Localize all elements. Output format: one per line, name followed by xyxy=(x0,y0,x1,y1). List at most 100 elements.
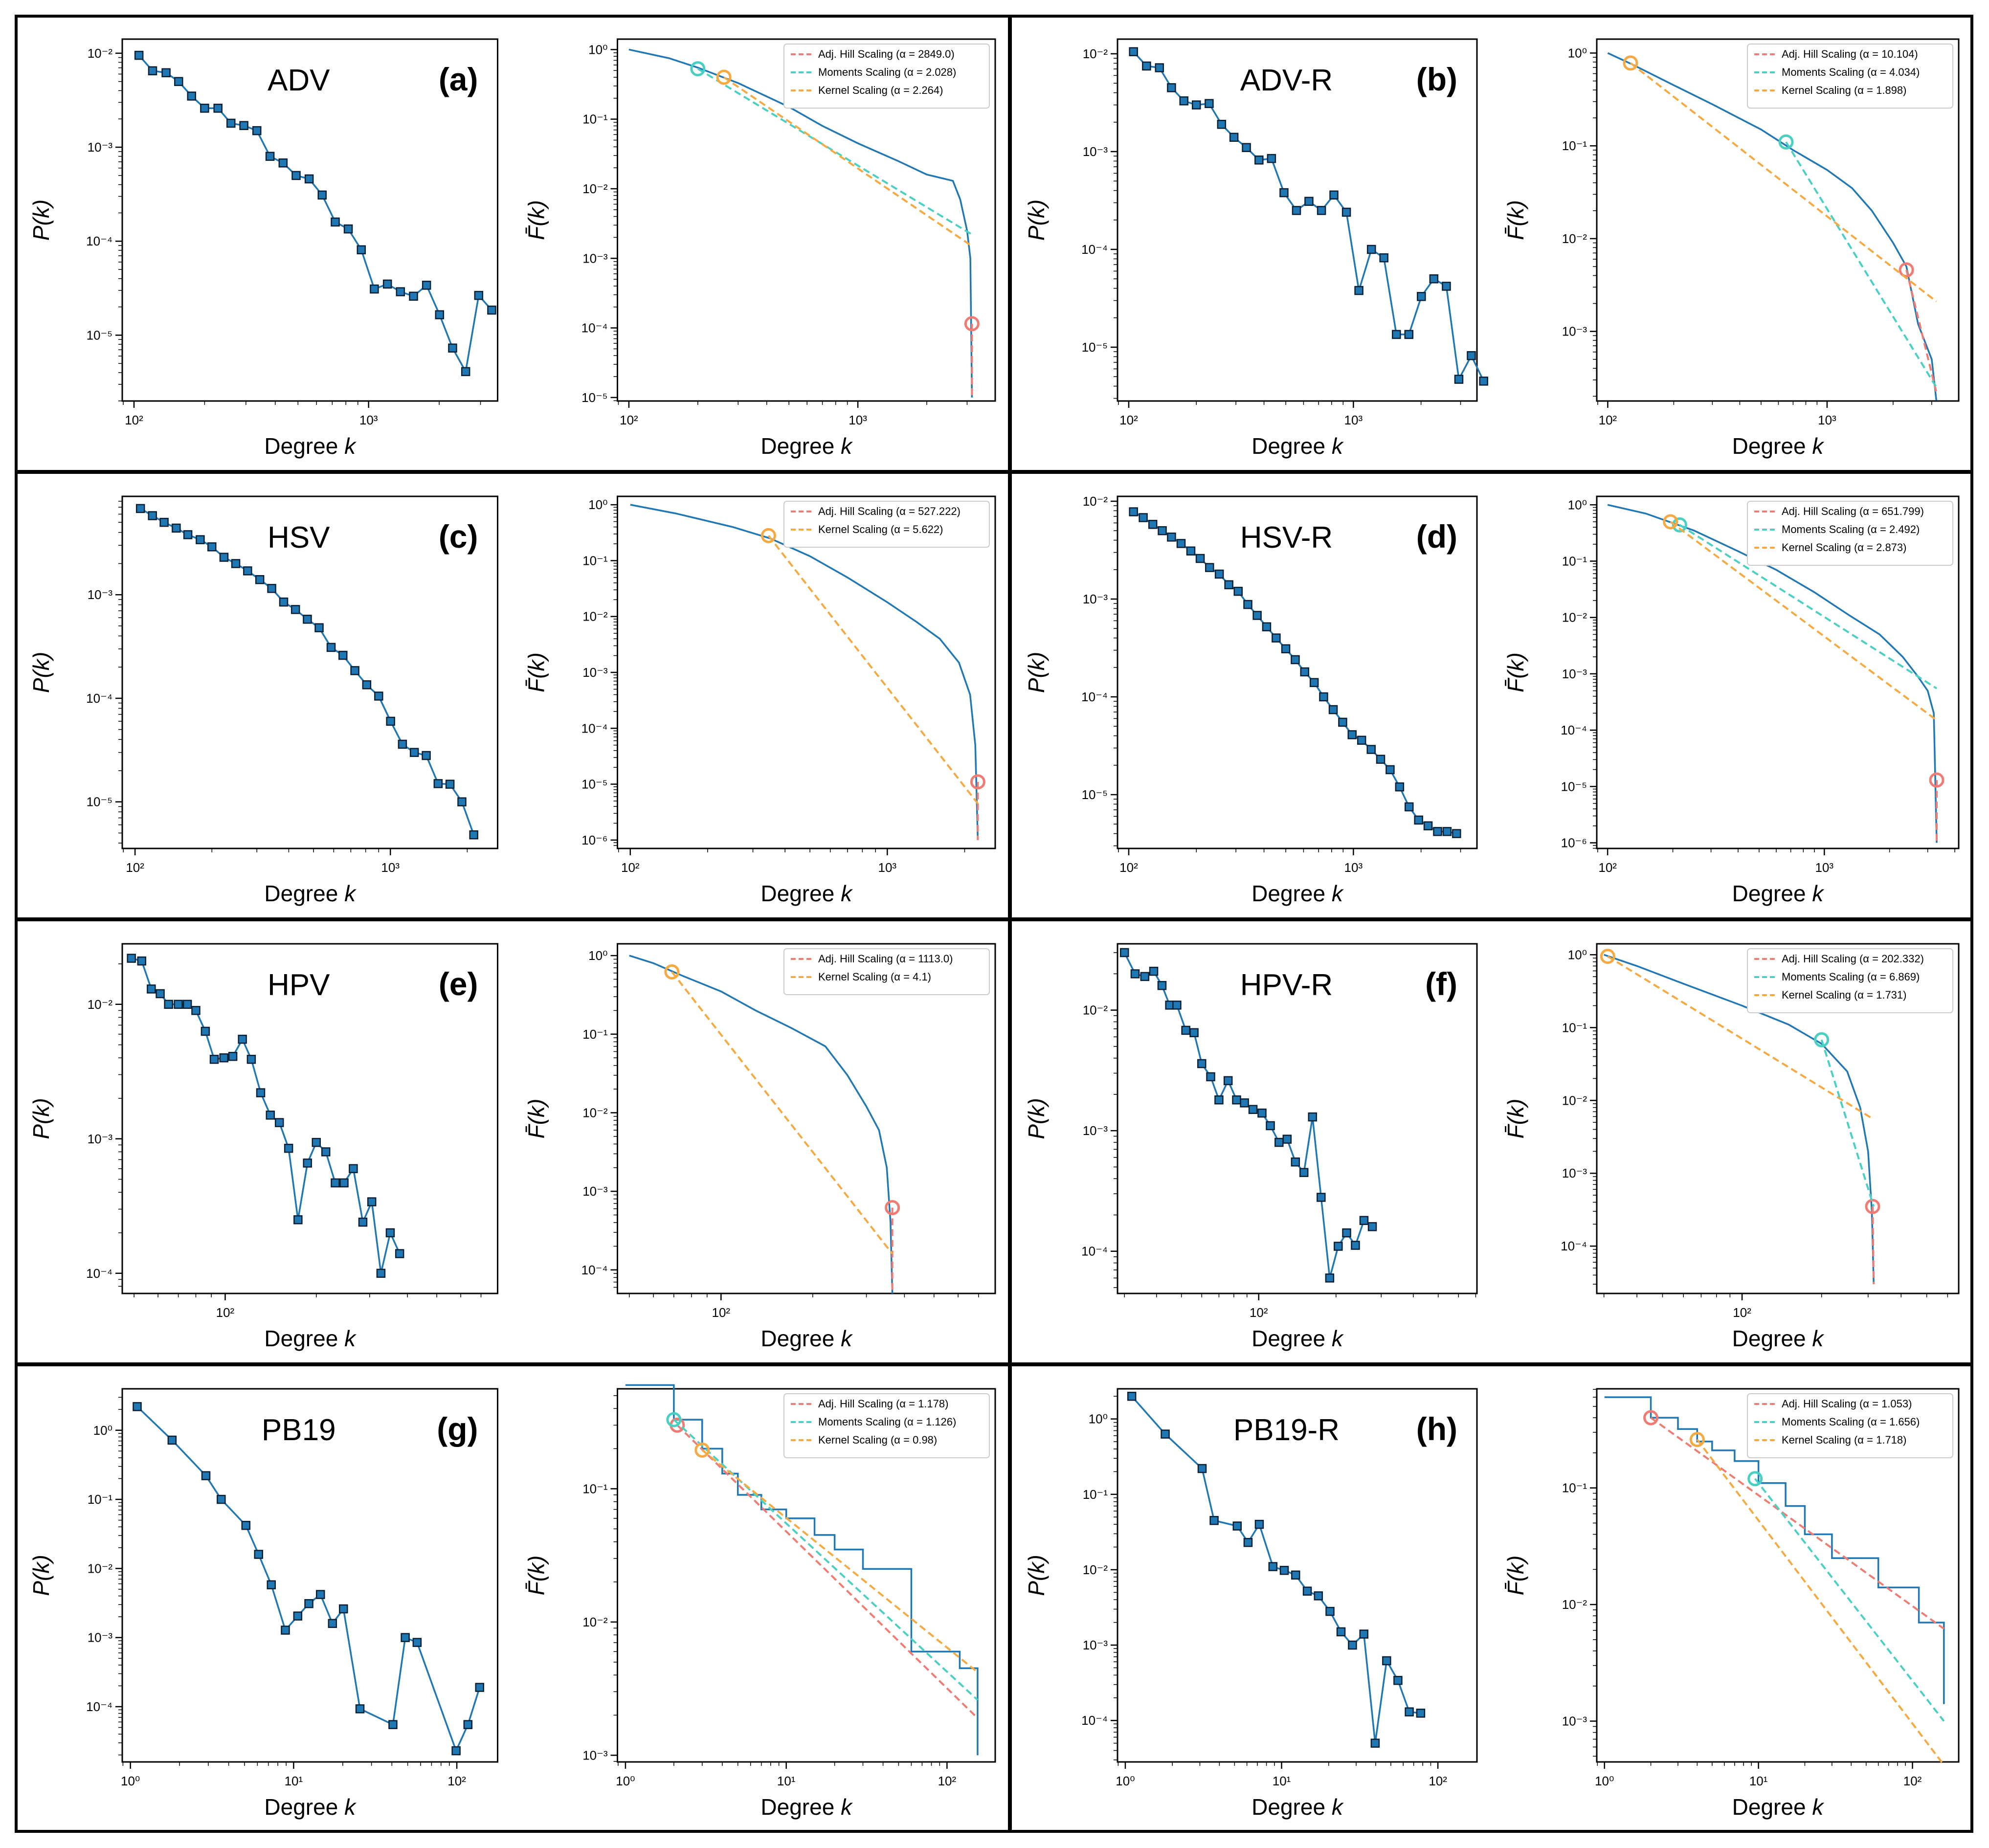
column-divider xyxy=(1008,15,1012,1833)
pk-data-point xyxy=(339,1604,348,1614)
figure-frame xyxy=(15,15,1973,1833)
pk-data-point xyxy=(433,779,443,788)
pk-data-point xyxy=(1127,1392,1137,1401)
pk-data-point xyxy=(1317,206,1326,215)
pk-data-point xyxy=(451,1746,461,1756)
legend-entry-hill: Adj. Hill Scaling (α = 1.053) xyxy=(1782,1398,1912,1410)
pk-data-point xyxy=(148,511,157,520)
x-tick-label: 10² xyxy=(1429,1774,1447,1788)
y-tick-label: 10⁻⁵ xyxy=(87,795,112,809)
x-axis-label: Degree k xyxy=(1252,881,1344,906)
pk-data-point xyxy=(274,1118,284,1127)
pk-data-point xyxy=(1233,586,1243,596)
row-divider xyxy=(15,917,1973,921)
pk-data-point xyxy=(1129,47,1138,57)
y-axis-label-pk: P(k) xyxy=(1024,652,1049,693)
y-tick-label: 10⁻² xyxy=(582,609,608,624)
pk-data-point xyxy=(1217,119,1227,129)
legend-entry-kernel: Kernel Scaling (α = 2.264) xyxy=(818,84,943,96)
y-tick-label: 10⁻⁴ xyxy=(86,691,112,706)
pk-data-point xyxy=(1179,96,1189,106)
panel-label: (g) xyxy=(437,1411,478,1447)
pk-data-point xyxy=(412,1638,422,1647)
pk-data-point xyxy=(1325,1273,1335,1283)
y-axis-label-fk: F̄(k) xyxy=(1503,652,1528,692)
pk-data-point xyxy=(1299,1168,1309,1177)
pk-data-point xyxy=(422,751,431,760)
pk-data-point xyxy=(1309,678,1319,688)
fk-ccdf-line xyxy=(1604,954,1875,1285)
pk-data-point xyxy=(457,797,467,806)
pk-data-point xyxy=(1243,1537,1253,1547)
panel-label: (e) xyxy=(439,966,478,1002)
kernel-fit-line xyxy=(1630,62,1937,303)
y-tick-label: 10⁻⁴ xyxy=(1081,1713,1108,1728)
x-tick-label: 10² xyxy=(1119,413,1138,427)
pk-data-point xyxy=(291,171,301,180)
kernel-fit-line xyxy=(1696,1439,1945,1766)
pk-data-point xyxy=(265,152,275,161)
x-tick-label: 10² xyxy=(938,1774,957,1788)
moments-fit-line xyxy=(1679,524,1938,690)
pk-data-point xyxy=(1240,1098,1249,1108)
y-axis-label-pk: P(k) xyxy=(1024,1098,1049,1139)
pk-data-point xyxy=(303,1158,312,1168)
pk-data-point xyxy=(448,343,457,353)
pk-data-point xyxy=(1370,1738,1380,1748)
pk-data-point xyxy=(228,1051,238,1061)
pk-data-point xyxy=(1214,569,1224,579)
pk-data-point xyxy=(159,517,169,527)
x-axis-label: Degree k xyxy=(760,1326,853,1351)
pk-data-point xyxy=(1167,83,1176,92)
pk-data-point xyxy=(382,279,392,289)
y-tick-label: 10⁰ xyxy=(588,497,607,512)
pk-data-point xyxy=(328,1619,337,1628)
pk-data-point xyxy=(278,158,288,168)
pk-data-point xyxy=(1291,1570,1300,1580)
pk-data-point xyxy=(147,984,156,994)
fk-axes-frame xyxy=(617,943,996,1294)
pk-data-point xyxy=(349,1164,358,1174)
y-axis-label-pk: P(k) xyxy=(28,652,54,693)
pk-data-point xyxy=(1341,207,1351,217)
y-tick-label: 10⁻⁴ xyxy=(1081,242,1108,257)
pk-data-point xyxy=(1336,1627,1346,1637)
panel-label: (a) xyxy=(439,61,478,97)
y-tick-label: 10⁻³ xyxy=(1562,1714,1587,1729)
pk-data-point xyxy=(207,542,217,552)
kernel-xmin-marker xyxy=(694,1442,710,1458)
kernel-xmin-marker xyxy=(664,964,680,980)
fk-ccdf-line xyxy=(630,504,979,840)
legend: Adj. Hill Scaling (α = 1113.0) Kernel Sca… xyxy=(783,948,990,995)
pk-data-point xyxy=(1232,1521,1242,1531)
x-axis-label: Degree k xyxy=(760,881,853,906)
pk-data-point xyxy=(134,50,144,60)
hill-fit-line xyxy=(1650,1417,1944,1630)
x-tick-label: 10² xyxy=(621,860,640,875)
y-axis-label-fk: F̄(k) xyxy=(1503,200,1528,240)
legend-box xyxy=(1747,501,1953,566)
x-tick-label: 10¹ xyxy=(1273,1774,1291,1788)
pk-data-point xyxy=(409,291,418,301)
panel-label: (h) xyxy=(1416,1411,1457,1447)
pk-data-point xyxy=(1176,539,1186,548)
legend: Adj. Hill Scaling (α = 10.104) Moments Sc… xyxy=(1747,44,1953,109)
kernel-fit-line xyxy=(723,76,973,247)
y-tick-label: 10⁻² xyxy=(1562,610,1587,625)
y-tick-label: 10⁻³ xyxy=(88,1132,113,1146)
pk-data-point xyxy=(255,575,265,584)
legend-entry-kernel: Kernel Scaling (α = 0.98) xyxy=(818,1434,937,1446)
legend: Adj. Hill Scaling (α = 1.178) Moments Sca… xyxy=(783,1393,990,1458)
pk-data-point xyxy=(174,77,183,86)
pk-data-point xyxy=(137,956,147,966)
legend-box xyxy=(1747,948,1953,1013)
pk-data-point xyxy=(1348,1640,1357,1650)
legend-entry-hill: Adj. Hill Scaling (α = 1.178) xyxy=(818,1398,948,1410)
legend-entry-hill: Adj. Hill Scaling (α = 527.222) xyxy=(818,505,961,517)
pk-data-point xyxy=(398,739,407,749)
pk-data-point xyxy=(133,1402,142,1411)
y-tick-label: 10⁻¹ xyxy=(582,1481,608,1496)
y-tick-label: 10⁻⁴ xyxy=(581,321,608,335)
pk-data-point xyxy=(1292,206,1301,215)
pk-data-point xyxy=(148,66,157,76)
